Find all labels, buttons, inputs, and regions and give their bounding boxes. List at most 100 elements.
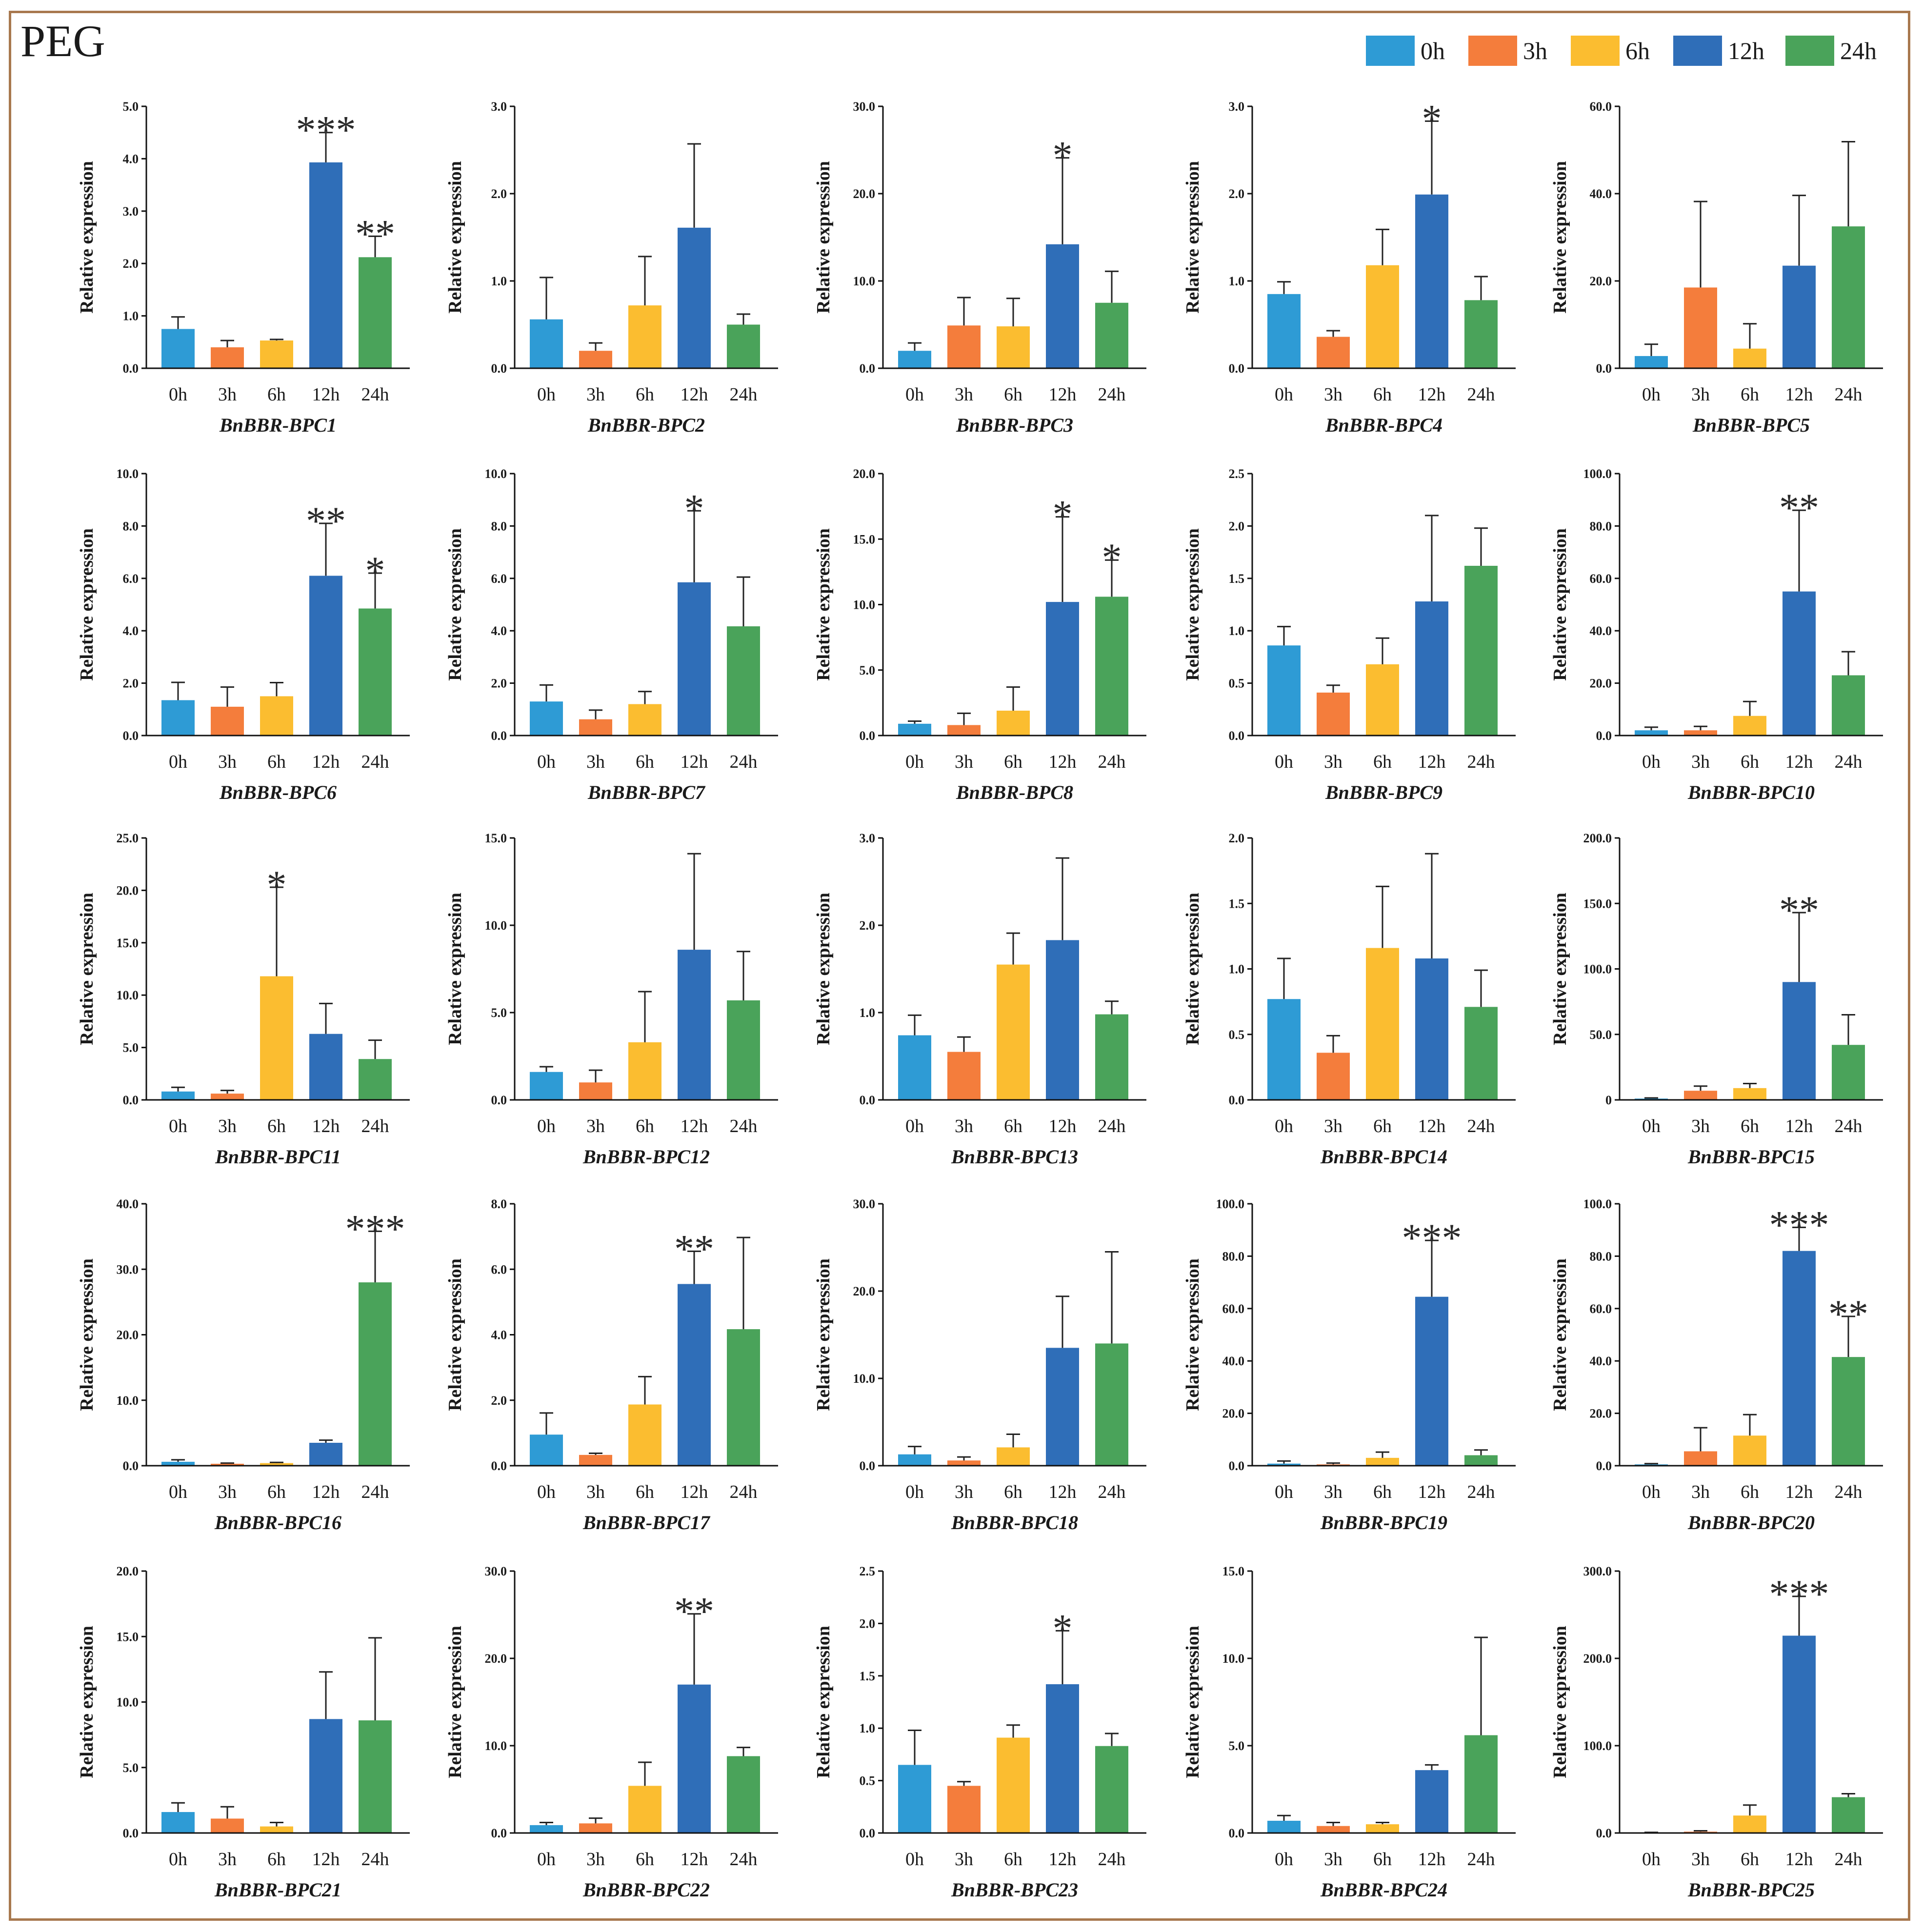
y-tick-label: 60.0 [1590, 1302, 1612, 1316]
x-tick-label: 24h [1835, 1482, 1863, 1502]
bar-0h [1267, 999, 1301, 1100]
y-tick-label: 0.0 [491, 1459, 507, 1473]
bar-6h [260, 340, 293, 368]
bar-12h [1046, 940, 1079, 1100]
y-tick-label: 10.0 [117, 1695, 139, 1710]
bar-3h [947, 1052, 981, 1100]
y-tick-label: 4.0 [491, 1328, 507, 1342]
y-tick-label: 20.0 [117, 1564, 139, 1578]
bar-12h [309, 576, 342, 736]
bar-24h [359, 257, 392, 368]
y-tick-label: 80.0 [1590, 1249, 1612, 1263]
x-tick-label: 3h [1324, 752, 1342, 772]
y-axis-label: Relative expression [77, 161, 97, 314]
x-tick-label: 3h [218, 1849, 237, 1870]
figure-title: PEG [20, 16, 105, 66]
x-tick-label: 0h [1642, 1849, 1661, 1870]
bar-6h [997, 710, 1030, 736]
legend-swatch-24h [1785, 36, 1834, 66]
x-tick-label: 24h [730, 1116, 758, 1136]
x-tick-label: 0h [1642, 1482, 1661, 1502]
y-tick-label: 0.0 [123, 1459, 139, 1473]
x-tick-label: 24h [1098, 1482, 1126, 1502]
chart-title: BnBBR-BPC3 [956, 414, 1073, 436]
y-tick-label: 0.0 [860, 1459, 876, 1473]
y-tick-label: 80.0 [1222, 1249, 1245, 1263]
chart-bnbbr-bpc11: * 0.0 5.0 10.0 15.0 20.0 25.0 0h 3h 6h 12h 24h BnBBR… [77, 831, 410, 1168]
x-tick-label: 24h [1835, 1116, 1863, 1136]
bar-0h [161, 1812, 195, 1833]
y-tick-label: 6.0 [491, 1262, 507, 1276]
bar-6h [628, 1786, 661, 1833]
bar-12h [678, 1284, 711, 1466]
y-tick-label: 20.0 [853, 1284, 876, 1298]
x-tick-label: 3h [1324, 1849, 1342, 1870]
y-tick-label: 0.0 [1596, 1826, 1612, 1840]
y-tick-label: 0.0 [1229, 1459, 1245, 1473]
x-tick-label: 0h [1642, 1116, 1661, 1136]
bar-0h [161, 700, 195, 736]
bar-0h [161, 329, 195, 368]
bar-12h [1415, 601, 1448, 736]
bar-24h [1095, 597, 1128, 736]
bar-6h [997, 1737, 1030, 1833]
x-tick-label: 24h [1835, 752, 1863, 772]
chart-title: BnBBR-BPC9 [1325, 781, 1442, 803]
x-tick-label: 12h [312, 1116, 340, 1136]
y-tick-label: 1.0 [491, 274, 507, 288]
y-tick-label: 2.0 [860, 1616, 876, 1631]
x-tick-label: 12h [1049, 1116, 1077, 1136]
bar-24h [1464, 566, 1498, 736]
bar-12h [678, 582, 711, 736]
bar-24h [1095, 1014, 1128, 1100]
chart-title: BnBBR-BPC15 [1687, 1146, 1815, 1168]
x-tick-label: 6h [1004, 752, 1022, 772]
chart-bnbbr-bpc25: *** 0.0 100.0 200.0 300.0 0h 3h 6h 12h 24h BnBBR-B… [1550, 1564, 1883, 1901]
bar-0h [530, 1072, 563, 1100]
bar-6h [260, 1826, 293, 1833]
x-tick-label: 24h [361, 1116, 389, 1136]
x-tick-label: 12h [1049, 752, 1077, 772]
x-tick-label: 12h [681, 384, 708, 405]
y-axis-label: Relative expression [445, 1258, 465, 1411]
y-tick-label: 2.0 [1229, 831, 1245, 845]
y-tick-label: 200.0 [1583, 831, 1612, 845]
chart-bnbbr-bpc6: ***0.02.04.06.08.010.00h 3h 6h 12h 24hBnBBR-… [77, 467, 410, 803]
bar-24h [1832, 675, 1865, 736]
x-tick-label: 12h [312, 1849, 340, 1870]
x-tick-label: 24h [361, 1482, 389, 1502]
y-tick-label: 20.0 [117, 1328, 139, 1342]
x-tick-label: 12h [1418, 752, 1446, 772]
y-tick-label: 0.0 [860, 1826, 876, 1840]
y-tick-label: 0.0 [1229, 1826, 1245, 1840]
y-tick-label: 2.0 [491, 677, 507, 691]
y-tick-label: 10.0 [117, 467, 139, 481]
significance-mark: * [365, 548, 385, 593]
y-tick-label: 20.0 [1590, 677, 1612, 691]
x-tick-label: 3h [955, 1116, 973, 1136]
chart-bnbbr-bpc8: * * 0.0 5.0 10.0 15.0 20.0 0h 3h 6h 12h 24h BnBBR-BP… [813, 467, 1146, 803]
chart-title: BnBBR-BPC18 [951, 1512, 1078, 1534]
significance-mark: * [1102, 535, 1122, 579]
y-tick-label: 20.0 [853, 467, 876, 481]
significance-mark: ** [674, 1589, 714, 1633]
bar-6h [1366, 664, 1399, 736]
chart-title: BnBBR-BPC8 [956, 781, 1073, 803]
x-tick-label: 3h [1691, 384, 1710, 405]
x-tick-label: 6h [267, 1116, 286, 1136]
x-tick-label: 3h [1324, 1116, 1342, 1136]
y-tick-label: 10.0 [117, 1394, 139, 1408]
x-tick-label: 3h [218, 752, 237, 772]
y-tick-label: 2.0 [1229, 519, 1245, 533]
x-tick-label: 0h [1275, 1116, 1293, 1136]
chart-bnbbr-bpc7: * 0.0 2.0 4.0 6.0 8.0 10.0 0h 3h 6h 12h 24h BnBBR-BP… [445, 467, 778, 803]
chart-bnbbr-bpc14: 0.0 0.5 1.0 1.5 2.0 0h 3h 6h 12h 24h BnBBR-BPC14 Re… [1182, 831, 1516, 1168]
x-tick-label: 12h [1785, 1849, 1813, 1870]
y-tick-label: 8.0 [123, 519, 139, 533]
bar-0h [161, 1461, 195, 1466]
bar-6h [1366, 948, 1399, 1100]
chart-bnbbr-bpc9: 0.0 0.5 1.0 1.5 2.0 2.5 0h 3h 6h 12h 24h BnBBR-BPC9… [1182, 467, 1516, 803]
x-tick-label: 6h [636, 752, 654, 772]
bar-3h [579, 719, 612, 736]
bar-3h [211, 706, 244, 736]
